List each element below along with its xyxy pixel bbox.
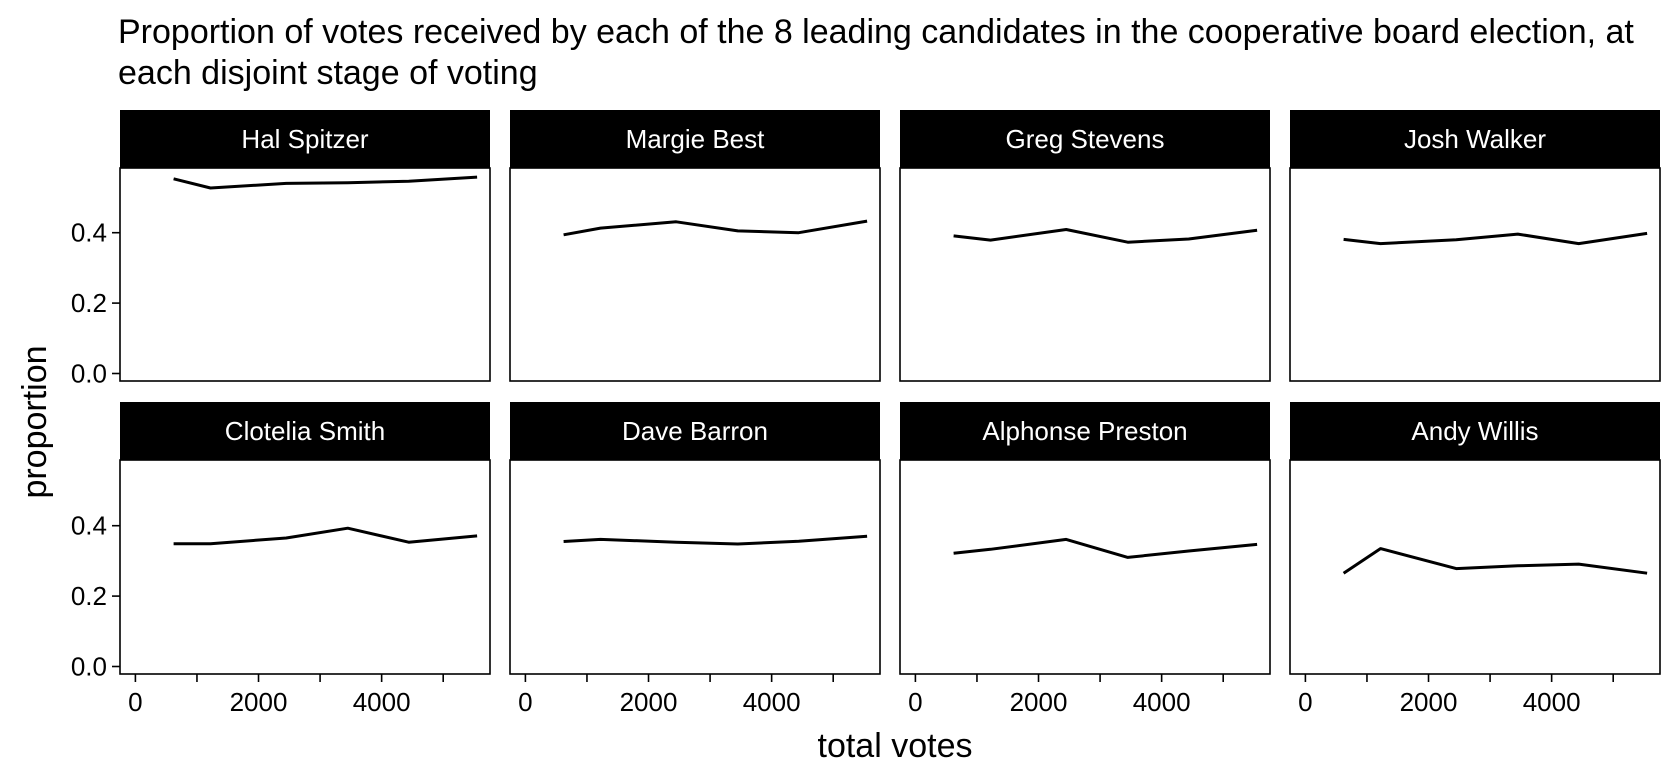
panel-border [509,167,881,382]
facet-label: Josh Walker [1404,124,1546,154]
y-tick-label: 0.0 [71,652,107,682]
series-line [173,175,478,190]
series-line [953,228,1258,244]
x-tick-label: 2000 [620,687,678,717]
panel-border [119,459,491,675]
series-line [563,534,868,546]
series-line [173,526,478,546]
facet-panel: Clotelia Smith 0.0 0.2 0.4 0 2000 4000 [71,402,491,717]
panel-border [509,459,881,675]
x-tick-label: 4000 [1133,687,1191,717]
x-tick-label: 0 [518,687,532,717]
facet-strip [510,110,880,168]
facet-strip [900,402,1270,460]
series-line [563,219,868,237]
x-tick-label: 2000 [230,687,288,717]
x-tick-label: 0 [1298,687,1312,717]
chart-title: Proportion of votes received by each of … [118,13,1634,92]
facet-label: Alphonse Preston [982,416,1187,446]
x-tick-label: 4000 [353,687,411,717]
panel-border [899,167,1271,382]
facet-panel: Josh Walker [1289,110,1661,382]
facet-label: Hal Spitzer [241,124,368,154]
facet-label: Dave Barron [622,416,768,446]
x-tick-label: 0 [908,687,922,717]
facet-strip [120,402,490,460]
facet-strip [900,110,1270,168]
facet-panel: Alphonse Preston 0 2000 4000 [899,402,1271,717]
facet-panel: Dave Barron 0 2000 4000 [509,402,881,717]
x-tick-label: 2000 [1010,687,1068,717]
facet-strip [1290,110,1660,168]
panel-border [899,459,1271,675]
x-tick-label: 4000 [743,687,801,717]
facet-strip [120,110,490,168]
panel-border [1289,167,1661,382]
x-tick-label: 2000 [1400,687,1458,717]
y-tick-label: 0.0 [71,359,107,389]
y-axis-title: proportion [16,345,54,498]
facet-label: Greg Stevens [1006,124,1165,154]
panel-border [119,167,491,382]
facet-panel: Greg Stevens [899,110,1271,382]
facet-panel: Margie Best [509,110,881,382]
series-line [1342,547,1648,575]
series-line [953,537,1258,559]
y-tick-label: 0.2 [71,581,107,611]
facet-panel: Andy Willis 0 2000 4000 [1289,402,1661,717]
panel-border [1289,459,1661,675]
y-tick-label: 0.4 [71,218,107,248]
facet-label: Margie Best [626,124,765,154]
facet-strip [1290,402,1660,460]
facet-strip [510,402,880,460]
facet-label: Andy Willis [1411,416,1538,446]
series-line [1343,231,1648,246]
x-tick-label: 4000 [1523,687,1581,717]
x-axis-title: total votes [818,727,973,765]
y-tick-label: 0.2 [71,288,107,318]
x-tick-label: 0 [128,687,142,717]
y-tick-label: 0.4 [71,511,107,541]
facet-label: Clotelia Smith [225,416,385,446]
facet-panel: Hal Spitzer 0.0 0.2 0.4 [71,110,491,389]
